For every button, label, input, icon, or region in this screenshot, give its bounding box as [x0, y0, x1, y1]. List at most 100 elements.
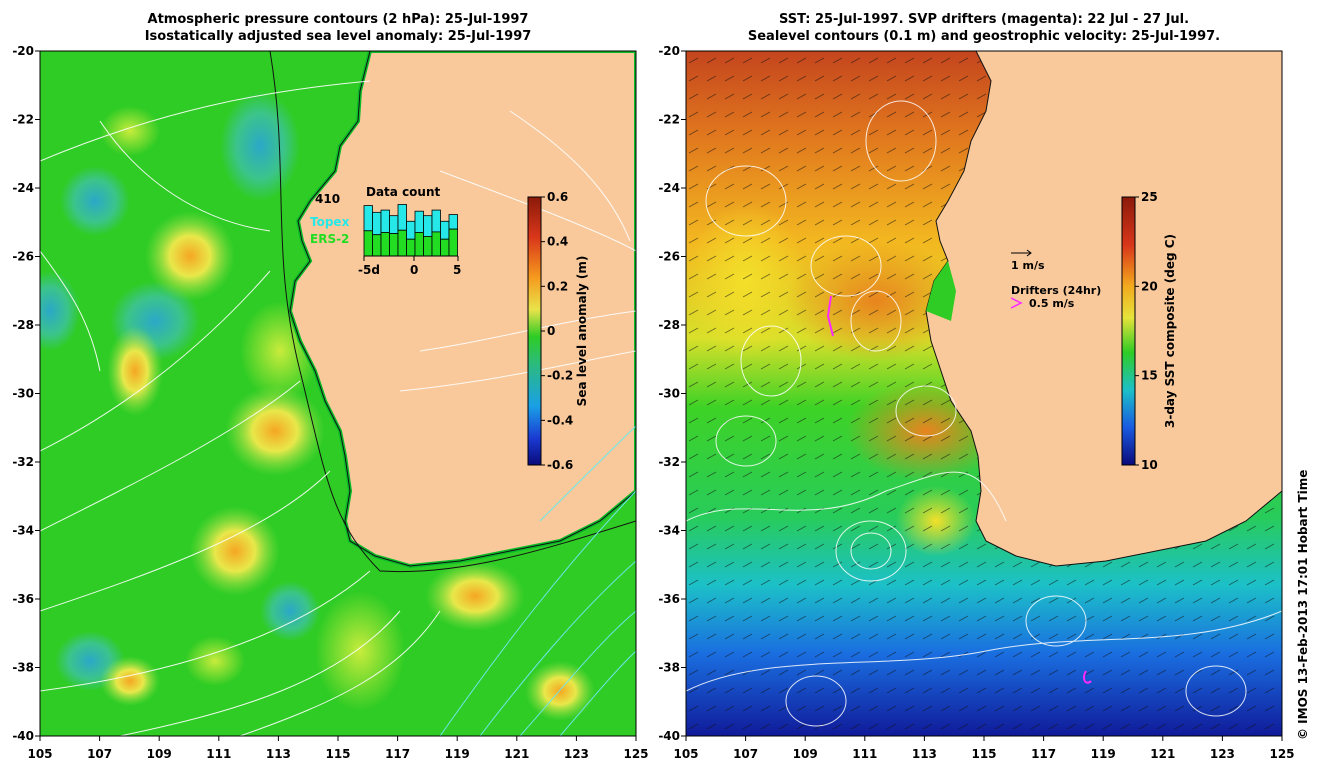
colorbar-tick-label: 25	[1141, 190, 1158, 204]
y-tick-label: -30	[12, 387, 34, 401]
right-title: SST: 25-Jul-1997. SVP drifters (magenta)…	[686, 11, 1282, 45]
ers2-count-bar	[363, 230, 373, 257]
high-anomaly-blob	[145, 211, 235, 301]
y-tick-label: -30	[658, 387, 680, 401]
data-count-xtick: -5d	[358, 263, 380, 277]
x-tick-label: 105	[27, 747, 52, 761]
topex-count-bar	[440, 220, 450, 240]
high-anomaly-blob	[185, 636, 245, 686]
high-anomaly-blob	[190, 506, 280, 596]
topex-count-bar	[389, 215, 399, 234]
right-title-line2: Sealevel contours (0.1 m) and geostrophi…	[747, 29, 1221, 44]
x-tick-label: 107	[87, 747, 112, 761]
y-tick-label: -36	[12, 592, 34, 606]
x-tick-label: 111	[206, 747, 231, 761]
y-tick-label: -26	[658, 250, 680, 264]
y-tick-label: -28	[658, 318, 680, 332]
high-anomaly-blob	[425, 561, 525, 631]
colorbar-gradient	[527, 196, 542, 466]
x-tick-label: 125	[623, 747, 648, 761]
colorbar-tick-label: 10	[1141, 458, 1158, 472]
high-anomaly-blob	[107, 326, 163, 416]
x-tick-label: 123	[1210, 747, 1235, 761]
y-tick-label: -22	[12, 113, 34, 127]
x-tick-label: 113	[266, 747, 291, 761]
colorbar-gradient	[1121, 196, 1136, 466]
high-anomaly-blob	[315, 591, 405, 711]
y-tick-label: -24	[658, 181, 680, 195]
colorbar-tick-label: 15	[1141, 369, 1158, 383]
ers2-count-bar	[431, 231, 441, 257]
low-anomaly-blob	[220, 91, 300, 201]
topex-count-bar	[431, 209, 441, 233]
ers2-count-bar	[406, 238, 416, 257]
topex-count-bar	[372, 211, 382, 236]
velocity-scale-label: 1 m/s	[1011, 259, 1045, 272]
x-tick-label: 125	[1269, 747, 1294, 761]
ers2-count-bar	[380, 232, 390, 257]
topex-count-bar	[406, 220, 416, 240]
x-tick-label: 115	[971, 747, 996, 761]
y-tick-label: -20	[658, 44, 680, 58]
drifters-legend-title: Drifters (24hr)	[1011, 284, 1101, 297]
topex-count-bar	[397, 204, 407, 231]
colorbar-tick-label: 0.6	[547, 190, 568, 204]
x-tick-label: 115	[325, 747, 350, 761]
credit-text: © IMOS 13-Feb-2013 17:01 Hobart Time	[1296, 469, 1310, 740]
y-tick-label: -38	[12, 661, 34, 675]
drifters-speed-label: 0.5 m/s	[1029, 297, 1075, 310]
colorbar-tick-label: -0.4	[547, 413, 573, 427]
data-count-max: 410	[315, 192, 340, 206]
y-tick-label: -40	[12, 729, 34, 743]
x-tick-label: 105	[673, 747, 698, 761]
ers2-count-bar	[423, 235, 433, 257]
y-tick-label: -34	[658, 524, 680, 538]
left-title-line2: Isostatically adjusted sea level anomaly…	[144, 29, 532, 44]
sst-map: 1 m/s Drifters (24hr) 0.5 m/s 25 20 15 10 3…	[685, 50, 1283, 736]
ers2-count-bar	[397, 229, 407, 257]
topex-count-bar	[380, 209, 390, 233]
ers2-count-bar	[414, 232, 424, 257]
topex-count-bar	[448, 214, 458, 230]
x-tick-label: 121	[504, 747, 529, 761]
y-tick-label: -40	[658, 729, 680, 743]
x-tick-label: 117	[1031, 747, 1056, 761]
colorbar-tick-label: 20	[1141, 279, 1158, 293]
x-tick-label: 119	[445, 747, 470, 761]
sea-level-map-svg: Data count 410 Topex ERS-2 -5d 0 5	[20, 49, 638, 737]
x-tick-label: 113	[912, 747, 937, 761]
left-title: Atmospheric pressure contours (2 hPa): 2…	[40, 11, 636, 45]
y-tick-label: -34	[12, 524, 34, 538]
y-tick-label: -24	[12, 181, 34, 195]
colorbar-label: Sea level anomaly (m)	[575, 256, 589, 407]
right-title-line1: SST: 25-Jul-1997. SVP drifters (magenta)…	[778, 12, 1190, 27]
colorbar-tick-label: 0	[547, 324, 555, 338]
legend-topex: Topex	[310, 215, 350, 229]
data-count-xtick: 0	[410, 263, 418, 277]
x-tick-label: 109	[147, 747, 172, 761]
colorbar-label: 3-day SST composite (deg C)	[1163, 234, 1177, 428]
high-anomaly-blob	[525, 661, 595, 721]
ers2-count-bar	[389, 233, 399, 257]
ers2-count-bar	[372, 234, 382, 257]
y-tick-label: -32	[12, 455, 34, 469]
topex-count-bar	[423, 215, 433, 237]
y-tick-label: -32	[658, 455, 680, 469]
colorbar-tick-label: 0.2	[547, 279, 568, 293]
x-tick-label: 119	[1091, 747, 1116, 761]
colorbar-tick-label: 0.4	[547, 235, 568, 249]
topex-count-bar	[414, 210, 424, 233]
y-tick-label: -22	[658, 113, 680, 127]
ers2-count-bar	[448, 228, 458, 257]
low-anomaly-blob	[60, 166, 130, 236]
x-tick-label: 121	[1150, 747, 1175, 761]
y-tick-label: -38	[658, 661, 680, 675]
ers2-count-bar	[440, 238, 450, 257]
high-anomaly-blob	[100, 106, 160, 156]
legend-ers2: ERS-2	[310, 232, 349, 246]
sea-level-map: Data count 410 Topex ERS-2 -5d 0 5	[20, 49, 638, 737]
x-tick-label: 107	[733, 747, 758, 761]
colorbar-tick-label: -0.2	[547, 369, 573, 383]
data-count-xtick: 5	[453, 263, 461, 277]
topex-count-bar	[363, 205, 373, 232]
